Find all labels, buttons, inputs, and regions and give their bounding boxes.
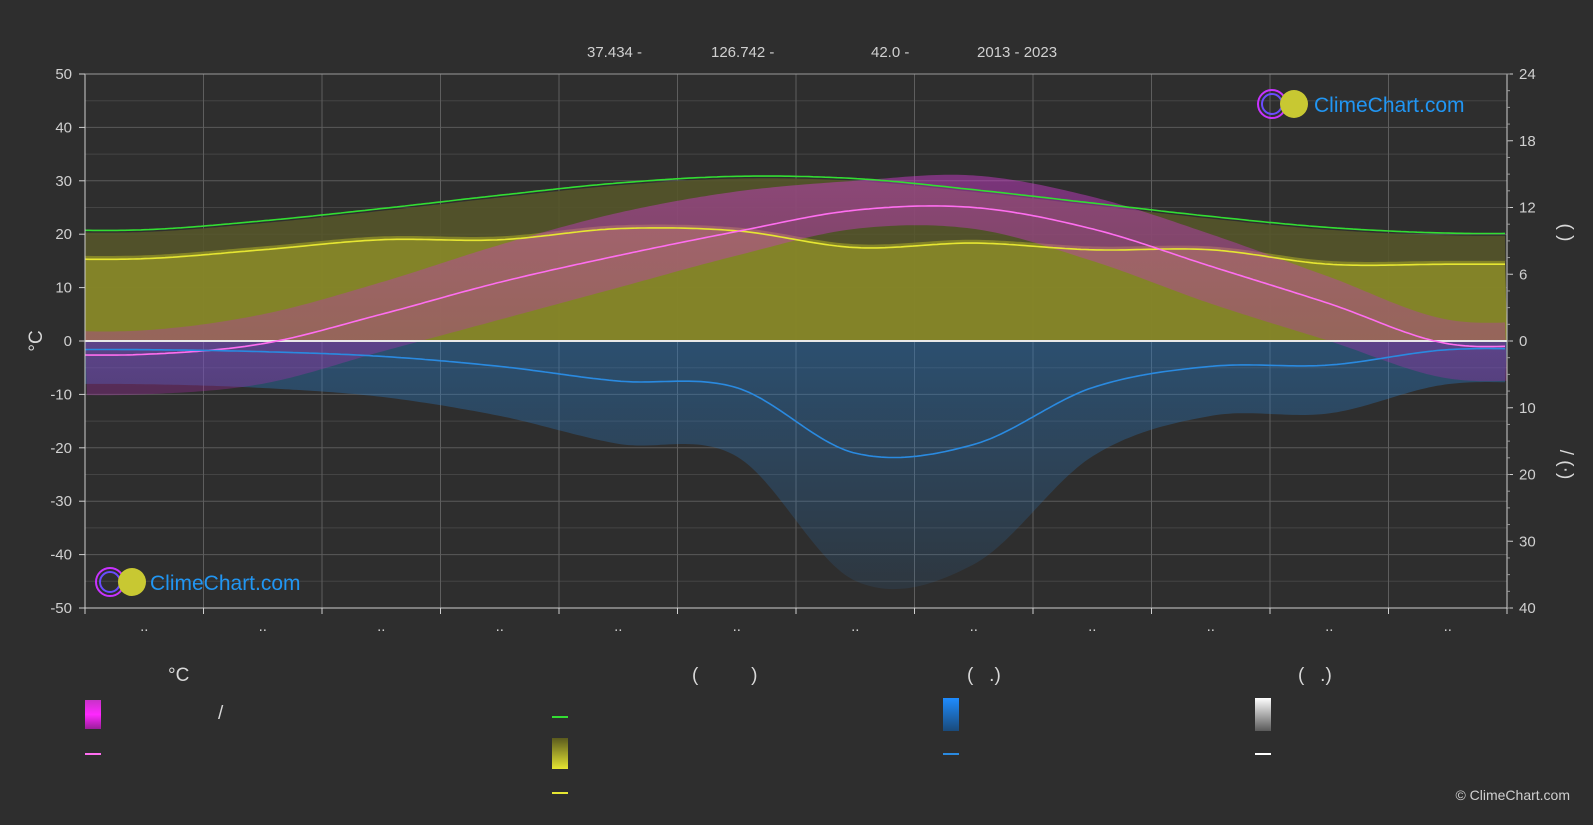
tick-label-right-bottom: 30: [1519, 533, 1536, 550]
longitude-label: 126.742 -: [711, 44, 775, 61]
legend-title-snow: ( .): [1298, 665, 1332, 686]
logo-text-top: ClimeChart.com: [1314, 94, 1465, 117]
legend-swatch-sunshine: [552, 738, 568, 769]
month-label: ..: [1088, 618, 1096, 635]
temperature-range-area: [85, 174, 1507, 396]
month-label: ..: [1325, 618, 1333, 635]
legend-title-rain: ( .): [967, 665, 1001, 686]
tick-label-left: 0: [64, 333, 72, 350]
sunshine-line: [84, 227, 1505, 267]
legend-label-temp-range: /: [218, 703, 224, 724]
chart-ticks: 50 40 30 20 10 0 -10 -20 -30 -40 -50 24 18 12 6 0 10 20 30…: [26, 66, 1576, 635]
month-label: ..: [377, 618, 385, 635]
tick-label-left: 30: [55, 173, 72, 190]
legend-title-sun: ( ): [692, 665, 758, 686]
month-label: ..: [733, 618, 741, 635]
legend-line-temp-mean: [85, 753, 101, 755]
tick-label-right-top: 12: [1519, 200, 1536, 217]
elevation-label: 42.0 -: [871, 44, 910, 61]
tick-label-left: -10: [50, 386, 72, 403]
tick-label-right-bottom: 40: [1519, 600, 1536, 617]
tick-label-left: -40: [50, 547, 72, 564]
chart-lines: [84, 175, 1507, 459]
logo-sun-icon: [1280, 90, 1308, 118]
legend-swatch-temp-range: [85, 700, 101, 729]
month-label: ..: [970, 618, 978, 635]
tick-label-right-bottom: 10: [1519, 400, 1536, 417]
tick-label-right-top: 18: [1519, 133, 1536, 150]
tick-label-right-top: 6: [1519, 266, 1527, 283]
latitude-label: 37.434 -: [587, 44, 643, 61]
tick-label-right-top: 0: [1519, 333, 1527, 350]
tick-label-left: 40: [55, 119, 72, 136]
legend-swatch-snow: [1255, 698, 1271, 731]
precip-area: [85, 341, 1507, 590]
month-label: ..: [259, 618, 267, 635]
tick-label-right-top: 24: [1519, 66, 1536, 83]
tick-label-left: 20: [55, 226, 72, 243]
tick-label-left: -20: [50, 440, 72, 457]
y-axis-label-left: °C: [26, 330, 47, 351]
y-axis-label-right-bottom: / (·): [1555, 450, 1576, 480]
logo-ring-inner-icon: [1261, 93, 1283, 115]
climate-chart: 50 40 30 20 10 0 -10 -20 -30 -40 -50 24 18 12 6 0 10 20 30…: [26, 66, 1576, 635]
legend-line-sunshine: [552, 792, 568, 794]
daylight-line: [85, 175, 1506, 235]
legend-title-temperature: °C: [168, 665, 190, 686]
tick-label-left: 10: [55, 280, 72, 297]
logo-bottom[interactable]: ClimeChart.com: [95, 567, 301, 597]
chart-header: 37.434 - 126.742 - 42.0 - 2013 - 2023: [0, 44, 1593, 62]
month-label: ..: [851, 618, 859, 635]
tick-label-right-bottom: 20: [1519, 467, 1536, 484]
legend-line-daylight: [552, 716, 568, 718]
logo-sun-icon: [118, 568, 146, 596]
year-range-label: 2013 - 2023: [977, 44, 1058, 61]
logo-text-bottom: ClimeChart.com: [150, 572, 301, 595]
month-label: ..: [614, 618, 622, 635]
logo-ring-inner-icon: [99, 571, 121, 593]
logo-top[interactable]: ClimeChart.com: [1257, 89, 1465, 119]
month-label: ..: [1444, 618, 1452, 635]
temperature-mean-line: [84, 205, 1506, 356]
legend-swatch-precip: [943, 698, 959, 731]
tick-label-left: -30: [50, 493, 72, 510]
copyright[interactable]: © ClimeChart.com: [1455, 787, 1570, 803]
month-label: ..: [1207, 618, 1215, 635]
tick-label-left: 50: [55, 66, 72, 83]
precipitation-line: [84, 347, 1506, 459]
month-label: ..: [140, 618, 148, 635]
chart-bands: [85, 174, 1507, 590]
y-axis-label-right-top: ( ): [1555, 224, 1576, 242]
tick-label-left: -50: [50, 600, 72, 617]
legend-line-precip: [943, 753, 959, 755]
month-label: ..: [496, 618, 504, 635]
legend-line-snow: [1255, 753, 1271, 755]
